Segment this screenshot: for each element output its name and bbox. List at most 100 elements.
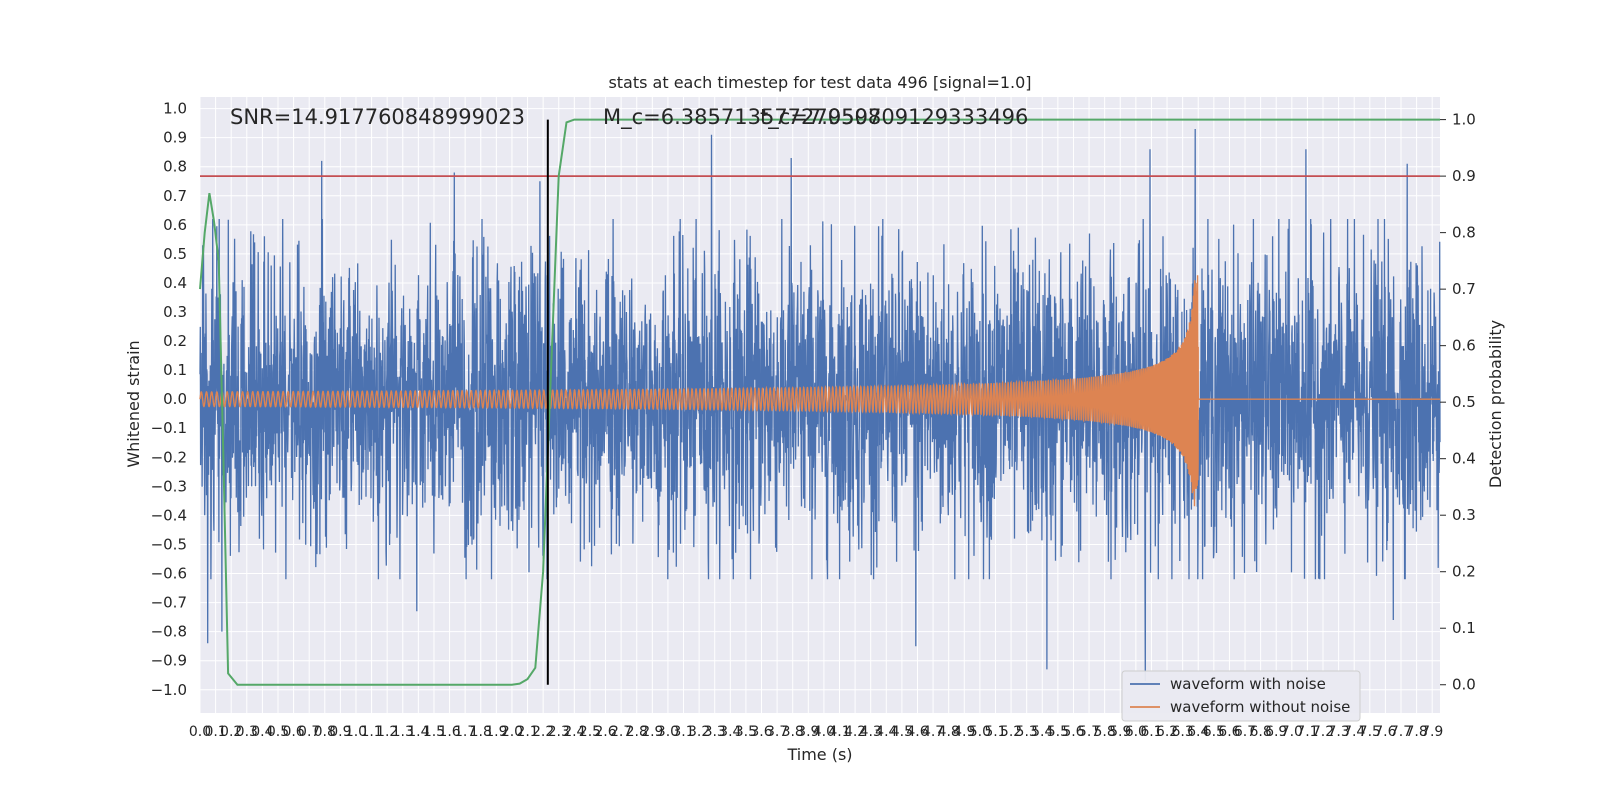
x-tick-label: 7.8 — [1405, 724, 1427, 740]
x-tick-label: 0.9 — [329, 724, 351, 740]
x-tick-label: 6.2 — [1156, 724, 1178, 740]
x-tick-label: 4.9 — [953, 724, 975, 740]
x-tick-label: 4.4 — [875, 724, 897, 740]
y-tick-label: 0.6 — [163, 216, 187, 234]
x-tick-label: 2.0 — [501, 724, 523, 740]
x-tick-label: 6.4 — [1187, 724, 1209, 740]
x-tick-label: 0.1 — [204, 724, 226, 740]
y-tick-label: −0.2 — [151, 448, 187, 466]
x-tick-label: 4.8 — [938, 724, 960, 740]
y-tick-label: 0.5 — [163, 245, 187, 263]
x-axis-label: Time (s) — [786, 745, 852, 764]
x-tick-label: 2.2 — [532, 724, 554, 740]
y2-tick-label: 0.4 — [1452, 450, 1476, 468]
x-tick-label: 2.1 — [516, 724, 538, 740]
y-axis-label: Whitened strain — [124, 340, 143, 467]
x-tick-label: 5.7 — [1078, 724, 1100, 740]
y-tick-label: 0.8 — [163, 158, 187, 176]
x-tick-label: 3.2 — [688, 724, 710, 740]
x-tick-label: 3.3 — [704, 724, 726, 740]
y-tick-label: 0.2 — [163, 332, 187, 350]
x-tick-label: 7.7 — [1390, 724, 1412, 740]
y-tick-label: 0.9 — [163, 129, 187, 147]
x-tick-label: 6.0 — [1125, 724, 1147, 740]
x-tick-label: 5.1 — [984, 724, 1006, 740]
x-tick-label: 4.2 — [844, 724, 866, 740]
y-tick-label: −0.5 — [151, 535, 187, 553]
x-tick-label: 0.5 — [267, 724, 289, 740]
y2-tick-label: 0.3 — [1452, 506, 1476, 524]
x-tick-label: 1.4 — [407, 724, 429, 740]
y-tick-label: −1.0 — [151, 681, 187, 699]
x-tick-label: 4.1 — [828, 724, 850, 740]
x-tick-label: 0.4 — [251, 724, 273, 740]
x-tick-label: 6.9 — [1265, 724, 1287, 740]
x-tick-label: 0.7 — [298, 724, 320, 740]
x-tick-label: 4.0 — [813, 724, 835, 740]
x-tick-label: 6.6 — [1218, 724, 1240, 740]
y-tick-labels: −1.0 −0.9 −0.8 −0.7 −0.6 −0.5 −0.4 −0.3 −0.2 −0.1… — [151, 100, 187, 699]
x-tick-label: 6.8 — [1249, 724, 1271, 740]
y2-tick-label: 0.0 — [1452, 676, 1476, 694]
x-tick-label: 3.8 — [782, 724, 804, 740]
x-tick-label: 0.2 — [220, 724, 242, 740]
x-tick-label: 6.5 — [1203, 724, 1225, 740]
x-tick-label: 7.9 — [1421, 724, 1443, 740]
detection-probability-line — [199, 118, 1440, 686]
y-tick-label: −0.9 — [151, 652, 187, 670]
x-tick-label: 3.6 — [750, 724, 772, 740]
x-tick-label: 5.2 — [1000, 724, 1022, 740]
x-tick-label: 1.2 — [376, 724, 398, 740]
y-tick-label: 1.0 — [163, 100, 187, 118]
x-tick-label: 3.0 — [657, 724, 679, 740]
x-tick-label: 1.9 — [485, 724, 507, 740]
x-tick-label: 7.1 — [1296, 724, 1318, 740]
x-tick-label: 7.3 — [1327, 724, 1349, 740]
x-tick-label: 0.6 — [282, 724, 304, 740]
x-tick-label: 6.7 — [1234, 724, 1256, 740]
y2-tick-label: 0.1 — [1452, 619, 1476, 637]
x-tick-label: 2.4 — [563, 724, 585, 740]
x-tick-label: 3.4 — [719, 724, 741, 740]
x-tick-label: 5.5 — [1047, 724, 1069, 740]
x-tick-label: 2.9 — [641, 724, 663, 740]
y2-tick-labels: 0.0 0.1 0.2 0.3 0.4 0.5 0.6 0.7 0.8 0.9 1.0 — [1440, 111, 1476, 694]
y2-tick-label: 0.5 — [1452, 393, 1476, 411]
x-tick-label: 4.5 — [891, 724, 913, 740]
x-tick-label: 0.3 — [236, 724, 258, 740]
x-tick-label: 5.6 — [1062, 724, 1084, 740]
x-tick-label: 2.8 — [626, 724, 648, 740]
x-tick-label: 5.4 — [1031, 724, 1053, 740]
x-tick-label: 3.7 — [766, 724, 788, 740]
x-tick-label: 1.5 — [423, 724, 445, 740]
x-tick-label: 1.3 — [392, 724, 414, 740]
y-tick-label: 0.3 — [163, 303, 187, 321]
x-tick-label: 7.6 — [1374, 724, 1396, 740]
x-tick-label: 4.6 — [906, 724, 928, 740]
x-tick-label: 0.0 — [189, 724, 211, 740]
y-tick-label: 0.4 — [163, 274, 187, 292]
x-tick-label: 1.7 — [454, 724, 476, 740]
legend: waveform with noise waveform without noi… — [1121, 670, 1361, 722]
x-tick-label: 1.6 — [438, 724, 460, 740]
x-tick-label: 3.1 — [672, 724, 694, 740]
y2-tick-label: 1.0 — [1452, 111, 1476, 129]
mc-annotation: M_c=6.385713577270508 — [603, 105, 881, 130]
y2-tick-label: 0.7 — [1452, 280, 1476, 298]
x-tick-label: 6.1 — [1140, 724, 1162, 740]
x-tick-label: 5.8 — [1094, 724, 1116, 740]
x-tick-labels: 0.00.10.20.30.40.50.60.70.80.91.01.11.21… — [189, 724, 1443, 740]
x-tick-label: 0.8 — [314, 724, 336, 740]
y-tick-label: −0.8 — [151, 623, 187, 641]
y2-axis-label: Detection probability — [1486, 320, 1505, 488]
waveform-without-noise-line — [199, 275, 1440, 507]
y-tick-label: −0.4 — [151, 506, 187, 524]
x-tick-label: 2.3 — [548, 724, 570, 740]
y-tick-label: 0.0 — [163, 390, 187, 408]
x-tick-label: 7.4 — [1343, 724, 1365, 740]
x-tick-label: 3.5 — [735, 724, 757, 740]
y-tick-label: −0.3 — [151, 477, 187, 495]
x-tick-label: 7.0 — [1281, 724, 1303, 740]
y2-tick-label: 0.2 — [1452, 563, 1476, 581]
x-tick-label: 4.7 — [922, 724, 944, 740]
